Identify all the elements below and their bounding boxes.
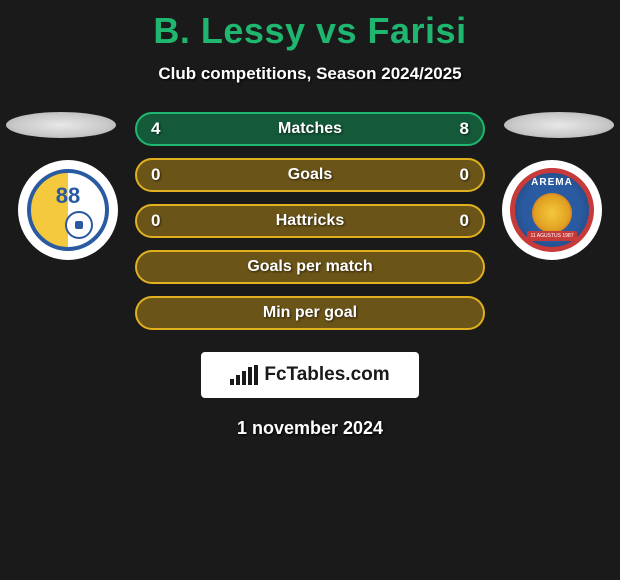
stat-value-left: 0 — [151, 211, 160, 231]
bar-chart-icon — [230, 365, 258, 385]
stat-value-left: 0 — [151, 165, 160, 185]
stat-label: Matches — [278, 120, 342, 138]
stat-row-goals-per-match: Goals per match — [135, 250, 485, 284]
team-badge-right-inner: AREMA 11 AGUSTUS 1987 — [510, 168, 594, 252]
stat-value-right: 8 — [460, 119, 469, 139]
team-badge-left-inner: 88 — [27, 169, 109, 251]
lion-icon — [532, 193, 572, 233]
stat-row-matches: Matches 4 8 — [135, 112, 485, 146]
page-title: B. Lessy vs Farisi — [0, 0, 620, 52]
stat-label: Goals — [288, 166, 332, 184]
stat-rows: Matches 4 8 Goals 0 0 Hattricks 0 0 Goals per mat… — [135, 112, 485, 330]
stat-value-right: 0 — [460, 211, 469, 231]
stat-label: Min per goal — [263, 304, 357, 322]
stat-label: Goals per match — [247, 258, 372, 276]
shadow-ellipse-right — [504, 112, 614, 138]
badge-left-number: 88 — [56, 183, 80, 209]
soccer-ball-icon — [65, 211, 93, 239]
team-badge-right: AREMA 11 AGUSTUS 1987 — [502, 160, 602, 260]
shadow-ellipse-left — [6, 112, 116, 138]
stat-value-left: 4 — [151, 119, 160, 139]
update-date: 1 november 2024 — [0, 418, 620, 439]
season-subtitle: Club competitions, Season 2024/2025 — [0, 64, 620, 84]
stat-row-min-per-goal: Min per goal — [135, 296, 485, 330]
stat-value-right: 0 — [460, 165, 469, 185]
widget-container: B. Lessy vs Farisi Club competitions, Se… — [0, 0, 620, 439]
brand-text: FcTables.com — [264, 364, 389, 386]
stat-row-hattricks: Hattricks 0 0 — [135, 204, 485, 238]
badge-right-title: AREMA — [531, 177, 573, 188]
stat-label: Hattricks — [276, 212, 344, 230]
stat-row-goals: Goals 0 0 — [135, 158, 485, 192]
badge-right-ribbon: 11 AGUSTUS 1987 — [527, 231, 577, 241]
brand-logo-box[interactable]: FcTables.com — [201, 352, 419, 398]
stats-area: 88 AREMA 11 AGUSTUS 1987 Matches 4 8 Goals 0… — [0, 112, 620, 330]
team-badge-left: 88 — [18, 160, 118, 260]
